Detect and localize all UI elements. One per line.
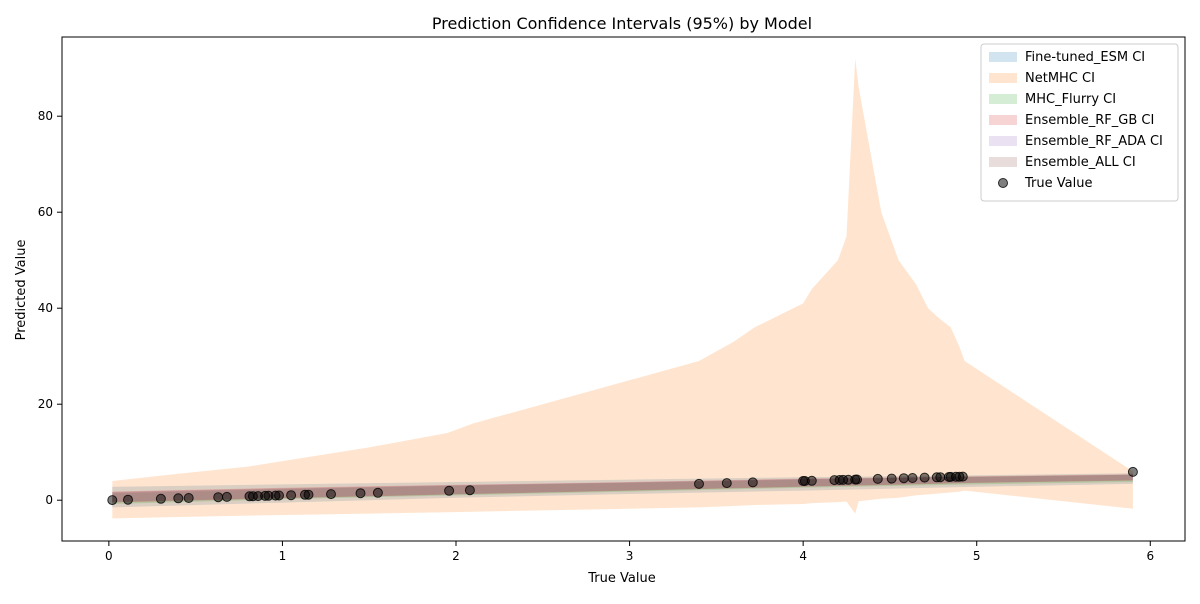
y-tick-label: 60: [38, 205, 53, 219]
y-axis-label: Predicted Value: [14, 240, 29, 341]
y-tick-label: 40: [38, 301, 53, 315]
true-value-point: [806, 475, 817, 486]
x-tick-label: 6: [1146, 549, 1154, 563]
true-value-point: [852, 474, 862, 485]
legend-label: NetMHC CI: [1025, 71, 1095, 86]
legend-swatch: [989, 52, 1017, 62]
true-value-point: [107, 495, 118, 506]
legend-label: Ensemble_RF_GB CI: [1025, 113, 1154, 128]
true-value-point: [935, 472, 946, 483]
true-value-point: [898, 473, 909, 484]
true-value-point: [444, 485, 455, 496]
legend-swatch: [989, 115, 1017, 125]
true-value-point: [355, 488, 366, 499]
legend-swatch: [989, 136, 1017, 146]
legend-label: True Value: [1024, 176, 1092, 191]
x-tick-label: 5: [973, 549, 981, 563]
legend-marker: [998, 178, 1008, 188]
true-value-point: [372, 487, 383, 498]
legend-box: [980, 43, 1179, 202]
true-value-point: [747, 477, 758, 488]
true-value-point: [123, 494, 133, 505]
true-value-point: [919, 472, 930, 483]
legend-label: MHC_Flurry CI: [1025, 92, 1116, 107]
plot-area: [107, 58, 1138, 519]
y-tick-label: 80: [38, 109, 53, 123]
x-axis-label: True Value: [587, 571, 655, 586]
legend-label: Ensemble_ALL CI: [1025, 155, 1136, 170]
true-value-point: [274, 490, 284, 501]
true-value-point: [1127, 466, 1138, 477]
legend-label: Ensemble_RF_ADA CI: [1025, 134, 1163, 149]
true-value-point: [286, 490, 297, 501]
true-value-point: [721, 478, 732, 489]
true-value-point: [173, 493, 184, 504]
true-value-point: [872, 473, 883, 484]
chart-title: Prediction Confidence Intervals (95%) by…: [432, 14, 812, 33]
legend-swatch: [989, 94, 1017, 104]
true-value-point: [464, 485, 475, 496]
ci-band-1: [112, 58, 1133, 519]
y-tick-label: 20: [38, 397, 53, 411]
x-tick-label: 2: [452, 549, 460, 563]
legend-swatch: [989, 157, 1017, 167]
true-value-point: [183, 493, 194, 503]
true-value-point: [213, 492, 224, 503]
true-value-point: [886, 473, 897, 484]
x-tick-label: 4: [799, 549, 807, 563]
true-value-point: [957, 471, 968, 482]
x-tick-label: 0: [105, 549, 113, 563]
true-value-point: [155, 493, 166, 504]
y-tick-label: 0: [45, 493, 53, 507]
plot-frame: [61, 36, 1186, 542]
x-tick-label: 1: [279, 549, 287, 563]
true-value-point: [221, 491, 232, 502]
true-value-point: [694, 478, 704, 489]
x-tick-label: 3: [626, 549, 634, 563]
legend: Fine-tuned_ESM CI NetMHC CI MHC_Flurry CI E…: [980, 43, 1179, 202]
true-value-point: [303, 489, 314, 500]
legend-label: Fine-tuned_ESM CI: [1025, 50, 1145, 65]
legend-swatch: [989, 73, 1017, 83]
true-value-point: [326, 489, 336, 500]
true-value-point: [907, 473, 918, 483]
